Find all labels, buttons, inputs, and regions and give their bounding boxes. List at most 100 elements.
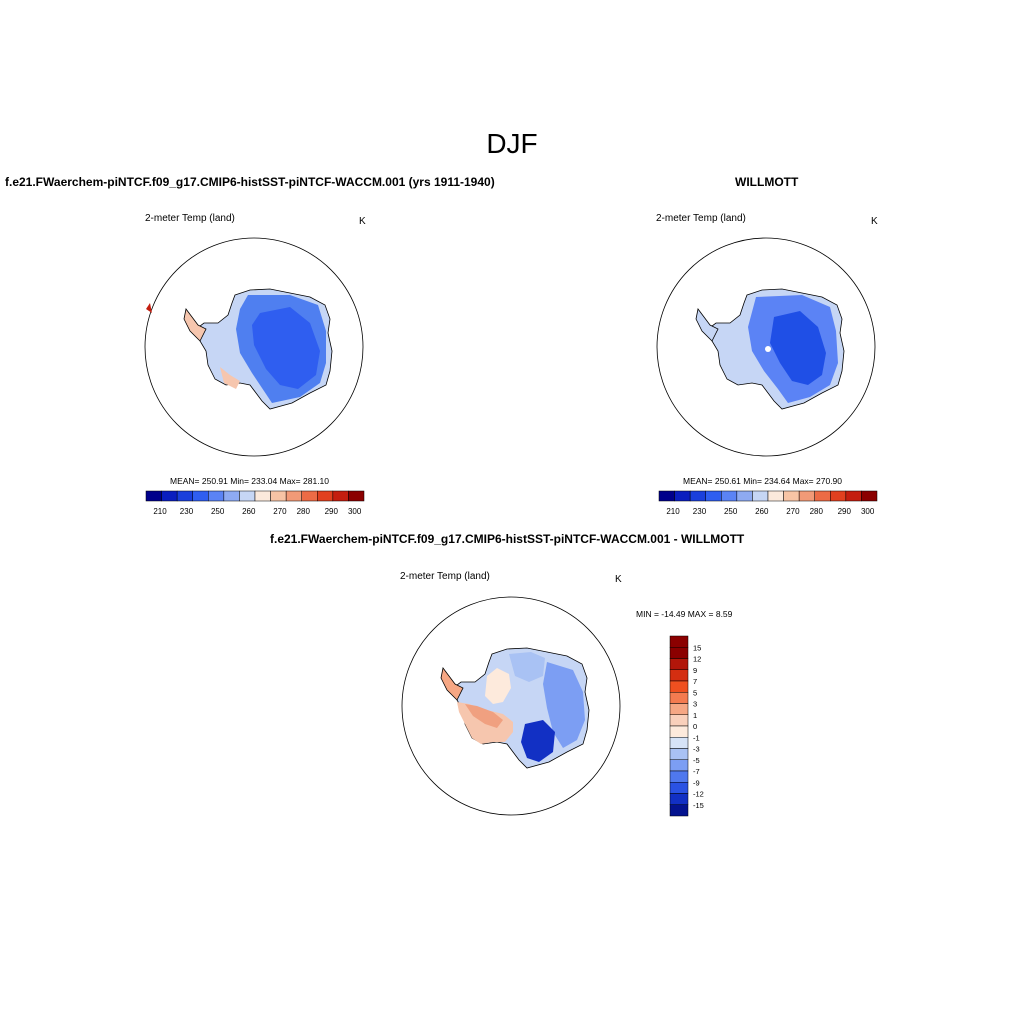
obs-colorbar-swatch (752, 490, 769, 502)
diff-colorbar-tick-label: -15 (693, 801, 704, 810)
diff-colorbar-swatch (669, 737, 689, 749)
model-colorbar-tick-label: 280 (297, 507, 311, 516)
model-colorbar-tick-label: 230 (180, 507, 194, 516)
diff-colorbar-swatch (669, 669, 689, 682)
obs-colorbar-tick-label: 280 (810, 507, 824, 516)
obs-antarctica (695, 288, 845, 410)
diff-colorbar-tick-label: 3 (693, 700, 697, 709)
obs-units-label: K (871, 216, 878, 227)
diff-colorbar-swatch (669, 692, 689, 704)
diff-deep-south (521, 720, 555, 762)
diff-colorbar-swatch (669, 748, 689, 760)
diff-white-band (485, 668, 511, 704)
model-colorbar-tick-label: 250 (211, 507, 225, 516)
obs-variable-label: 2-meter Temp (land) (656, 213, 746, 224)
diff-colorbar-tick-label: 9 (693, 666, 697, 675)
model-units-label: K (359, 216, 366, 227)
diff-panel-title: f.e21.FWaerchem-piNTCF.f09_g17.CMIP6-his… (270, 532, 745, 546)
model-colorbar-tick-label: 300 (348, 507, 362, 516)
model-variable-label: 2-meter Temp (land) (145, 213, 235, 224)
diff-colorbar-swatch (669, 635, 689, 648)
model-panel-title: f.e21.FWaerchem-piNTCF.f09_g17.CMIP6-his… (5, 175, 495, 189)
diff-colorbar-swatch (669, 782, 689, 794)
model-colorbar-swatch (317, 490, 334, 502)
diff-variable-label: 2-meter Temp (land) (400, 571, 490, 582)
model-warm-coast (220, 367, 240, 389)
diff-colorbar-swatch (669, 725, 689, 738)
diff-colorbar-tick-label: 5 (693, 688, 697, 697)
diff-units-label: K (615, 574, 622, 585)
diff-colorbar-swatch (669, 647, 689, 659)
model-colorbar-tick-label: 270 (273, 507, 287, 516)
diff-colorbar-swatch (669, 770, 689, 783)
model-colorbar-swatch (192, 490, 209, 502)
diff-stats: MIN = -14.49 MAX = 8.59 (636, 609, 733, 619)
obs-colorbar-swatch (674, 490, 691, 502)
obs-colorbar-swatch (798, 490, 815, 502)
obs-colorbar-tick-label: 250 (724, 507, 738, 516)
diff-colorbar-tick-label: -9 (693, 778, 700, 787)
diff-antarctica (440, 647, 590, 769)
diff-colorbar-swatch (669, 658, 689, 670)
diff-colorbar: 15 12 9 7 5 3 1 0 -1 -3 -5 -7 -9 -12 -15 (669, 635, 704, 817)
model-colorbar-swatch (176, 490, 193, 502)
obs-colorbar-swatch (767, 490, 784, 502)
model-interior-deep (252, 307, 320, 389)
obs-colorbar-swatch (721, 490, 738, 502)
diff-colorbar-tick-label: -3 (693, 745, 700, 754)
obs-stats: MEAN= 250.61 Min= 234.64 Max= 270.90 (683, 476, 843, 486)
obs-colorbar-swatch (783, 490, 800, 502)
model-colorbar-swatch (254, 490, 271, 502)
model-colorbar-swatch (332, 490, 349, 502)
model-stats: MEAN= 250.91 Min= 233.04 Max= 281.10 (170, 476, 330, 486)
model-colorbar-swatch (239, 490, 256, 502)
obs-colorbar-swatch (814, 490, 831, 502)
diff-colorbar-tick-label: 1 (693, 711, 697, 720)
obs-colorbar-tick-label: 230 (693, 507, 707, 516)
diff-colorbar-swatch (669, 714, 689, 727)
obs-colorbar: 210 230 250 260 270 280 290 300 (658, 490, 878, 516)
diff-warm-core (465, 704, 503, 728)
obs-colorbar-tick-label: 210 (666, 507, 680, 516)
diff-cool-east (543, 662, 585, 748)
diff-map (401, 596, 621, 816)
diff-colorbar-tick-label: 15 (693, 643, 701, 652)
model-warm-speck (146, 303, 152, 313)
obs-colorbar-swatch (689, 490, 706, 502)
model-colorbar-swatch (208, 490, 225, 502)
model-colorbar-swatch (223, 490, 240, 502)
model-colorbar-swatch (285, 490, 302, 502)
obs-colorbar-tick-label: 260 (755, 507, 769, 516)
diff-colorbar-tick-label: -7 (693, 767, 700, 776)
model-colorbar-tick-label: 210 (153, 507, 167, 516)
model-peninsula (183, 308, 207, 342)
model-colorbar-swatch (348, 490, 365, 502)
diff-colorbar-swatch (669, 759, 689, 772)
diff-peninsula (440, 667, 464, 701)
obs-colorbar-swatch (658, 490, 675, 502)
model-colorbar-tick-label: 260 (242, 507, 256, 516)
diff-colorbar-swatch (669, 804, 689, 817)
model-colorbar: 210 230 250 260 270 280 290 300 (145, 490, 365, 516)
obs-colorbar-swatch (845, 490, 862, 502)
obs-colorbar-swatch (705, 490, 722, 502)
obs-map (656, 237, 876, 457)
diff-cool-north (509, 652, 545, 682)
obs-colorbar-swatch (736, 490, 753, 502)
diff-colorbar-swatch (669, 703, 689, 715)
diff-colorbar-tick-label: 0 (693, 722, 697, 731)
diff-colorbar-swatch (669, 793, 689, 805)
obs-colorbar-tick-label: 270 (786, 507, 800, 516)
diff-colorbar-tick-label: -1 (693, 733, 700, 742)
model-colorbar-swatch (145, 490, 162, 502)
diff-colorbar-tick-label: 12 (693, 655, 701, 664)
diff-colorbar-tick-label: 7 (693, 677, 697, 686)
obs-interior-deep (770, 311, 826, 385)
obs-panel-title: WILLMOTT (735, 175, 799, 189)
obs-peninsula (695, 308, 719, 342)
obs-colorbar-swatch (830, 490, 847, 502)
diff-colorbar-swatch (669, 680, 689, 693)
page-title: DJF (486, 128, 538, 159)
obs-colorbar-tick-label: 300 (861, 507, 875, 516)
model-antarctica (146, 288, 333, 410)
